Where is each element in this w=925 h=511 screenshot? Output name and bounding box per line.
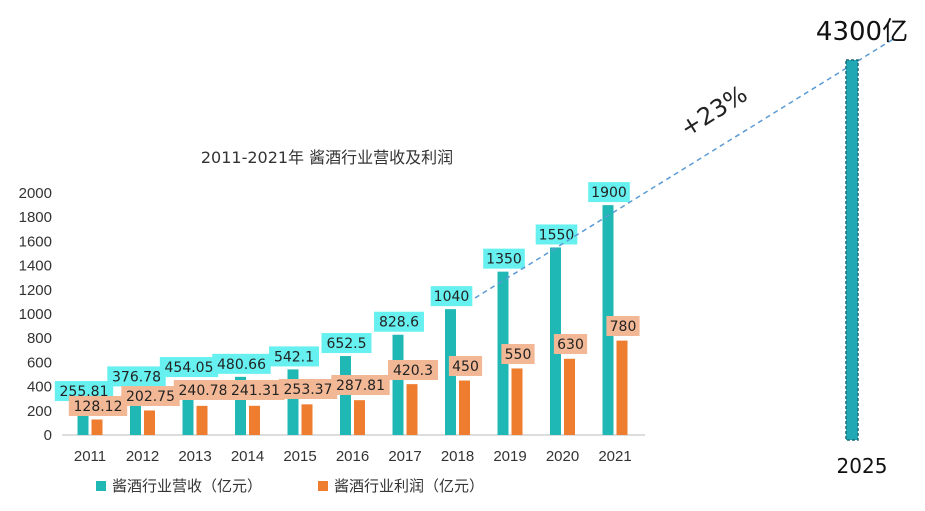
- y-tick-label: 1600: [19, 233, 52, 250]
- x-tick-label: 2012: [126, 448, 159, 465]
- projection: 4300亿 2025 +23%: [474, 17, 908, 478]
- revenue-data-label-bg: [159, 357, 219, 378]
- profit-bar: [144, 410, 155, 435]
- x-tick-label: 2017: [388, 448, 421, 465]
- revenue-bar: [77, 404, 89, 435]
- projection-bar-outline: [845, 59, 859, 441]
- revenue-bar: [392, 334, 404, 435]
- revenue-data-label: 542.1: [274, 349, 314, 365]
- profit-bar: [564, 358, 575, 435]
- revenue-data-label-bg: [374, 311, 424, 332]
- x-tick-label: 2011: [74, 448, 106, 465]
- profit-bar: [354, 400, 365, 435]
- x-tick-label: 2018: [441, 448, 474, 465]
- profit-data-label: 420.3: [393, 363, 433, 379]
- profit-data-label: 128.12: [74, 399, 123, 415]
- x-tick-label: 2019: [493, 448, 526, 465]
- profit-data-label: 287.81: [336, 378, 385, 394]
- legend-label-profit: 酱酒行业利润（亿元）: [334, 477, 484, 495]
- revenue-data-label-bg: [483, 248, 525, 269]
- y-tick-label: 600: [27, 354, 52, 371]
- chart-title: 2011-2021年 酱酒行业营收及利润: [201, 148, 453, 167]
- x-axis: 2011 2012 2013 2014 2015 2016 2017 2018 2019 2020…: [74, 448, 632, 465]
- revenue-bar: [130, 389, 141, 435]
- revenue-bar: [340, 356, 351, 435]
- profit-bar: [196, 405, 208, 435]
- profit-data-label-bg: [121, 386, 180, 406]
- y-axis: 0 200 400 600 800 1000 1200 1400 1600 1800 2000: [19, 185, 645, 444]
- legend: 酱酒行业营收（亿元） 酱酒行业利润（亿元）: [96, 477, 484, 495]
- profit-data-label-bg: [278, 379, 338, 399]
- revenue-data-label: 828.6: [379, 315, 419, 331]
- profit-data-label-bg: [448, 356, 483, 376]
- y-tick-label: 1200: [19, 282, 52, 299]
- profit-bar: [616, 340, 628, 435]
- revenue-data-label: 480.66: [217, 357, 266, 373]
- revenue-data-label: 1550: [539, 227, 575, 243]
- profit-data-label-bg: [331, 375, 390, 395]
- legend-swatch-profit: [318, 481, 328, 491]
- y-tick-label: 1800: [19, 209, 52, 226]
- revenue-data-label-bg: [107, 366, 166, 387]
- x-tick-label: 2020: [546, 448, 579, 465]
- profit-bar: [301, 404, 313, 435]
- projection-value-label: 4300亿: [816, 17, 908, 47]
- profit-bar: [249, 405, 260, 435]
- profit-data-label: 241.31: [231, 383, 280, 399]
- legend-label-revenue: 酱酒行业营收（亿元）: [112, 477, 262, 495]
- profit-bar: [511, 368, 523, 435]
- revenue-data-label: 1040: [434, 289, 470, 305]
- y-tick-label: 1000: [19, 306, 52, 323]
- revenue-bar: [287, 369, 299, 435]
- revenue-data-label-bg: [212, 353, 271, 374]
- revenue-data-label-bg: [535, 224, 578, 245]
- x-tick-label: 2014: [231, 448, 264, 465]
- revenue-data-label: 1900: [591, 185, 627, 201]
- data-labels: 255.81128.12376.78202.75454.05240.78480.…: [54, 182, 640, 416]
- profit-data-label-bg: [173, 380, 233, 400]
- revenue-bar: [182, 380, 194, 435]
- revenue-data-label: 652.5: [326, 336, 366, 352]
- profit-data-label: 630: [557, 337, 584, 353]
- profit-data-label-bg: [606, 316, 640, 336]
- revenue-data-label-bg: [430, 286, 473, 307]
- profit-data-label-bg: [388, 360, 438, 380]
- growth-rate-label: +23%: [675, 80, 752, 143]
- y-tick-label: 2000: [19, 185, 52, 202]
- profit-bar: [406, 384, 418, 435]
- y-tick-label: 200: [27, 403, 52, 420]
- x-tick-label: 2021: [598, 448, 631, 465]
- revenue-data-label-bg: [588, 182, 630, 203]
- profit-data-label: 450: [452, 359, 479, 375]
- y-tick-label: 400: [27, 379, 52, 396]
- revenue-data-label-bg: [269, 346, 319, 367]
- profit-data-label: 253.37: [284, 382, 333, 398]
- profit-data-label-bg: [553, 334, 588, 354]
- profit-data-label: 240.78: [179, 383, 228, 399]
- revenue-data-label: 454.05: [165, 360, 214, 376]
- projection-year-label: 2025: [837, 454, 888, 478]
- revenue-data-label: 376.78: [112, 369, 161, 385]
- y-tick-label: 1400: [19, 258, 52, 275]
- revenue-bar: [235, 376, 246, 435]
- profit-data-label-bg: [226, 380, 285, 400]
- y-tick-label: 800: [27, 330, 52, 347]
- profit-data-label-bg: [68, 396, 128, 416]
- x-tick-label: 2015: [283, 448, 316, 465]
- profit-data-label-bg: [501, 344, 535, 364]
- y-tick-label: 0: [44, 427, 52, 444]
- profit-bar: [459, 380, 470, 435]
- profit-data-label: 202.75: [126, 389, 175, 405]
- profit-data-label: 550: [505, 347, 532, 363]
- profit-data-label: 780: [610, 319, 637, 335]
- x-tick-label: 2016: [336, 448, 369, 465]
- legend-swatch-revenue: [96, 481, 106, 491]
- profit-bar: [91, 419, 103, 435]
- revenue-data-label-bg: [321, 333, 372, 354]
- revenue-data-label: 1350: [486, 252, 522, 268]
- projection-bar: [846, 60, 858, 440]
- x-tick-label: 2013: [178, 448, 211, 465]
- trend-line: [474, 37, 896, 299]
